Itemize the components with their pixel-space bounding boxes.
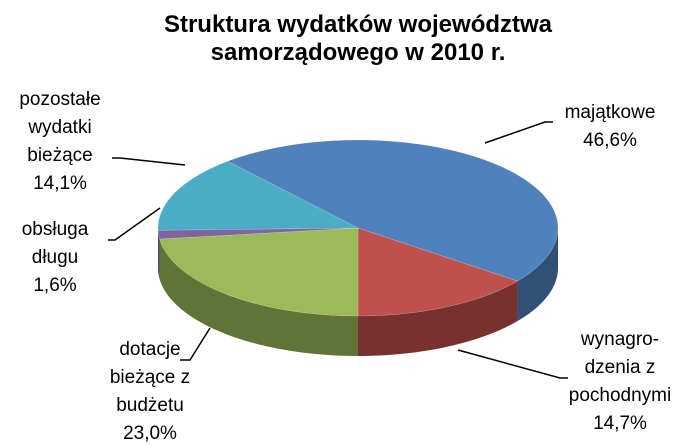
leader-line	[108, 207, 161, 241]
leader-line	[112, 157, 186, 166]
pie-slice	[157, 227, 359, 240]
pie-side	[358, 281, 518, 356]
leader-line	[484, 121, 553, 144]
slice-value-label: 23,0%	[123, 423, 177, 444]
pie-slice	[227, 139, 559, 282]
pie-sides	[158, 228, 558, 356]
pie-slice	[159, 227, 359, 317]
slice-label: dotacje bieżące z budżetu	[110, 339, 190, 416]
chart-title: Struktura wydatków województwa samorządow…	[164, 11, 553, 66]
pie-side	[517, 228, 558, 322]
slice-value-label: 14,7%	[593, 413, 647, 434]
slice-value-label: 46,6%	[583, 130, 637, 151]
slice-label: obsługa długu	[22, 219, 89, 268]
pie-side	[159, 239, 358, 356]
leader-line	[457, 349, 568, 379]
slice-label: wynagro-dzenia z pochodnymi	[569, 329, 671, 406]
slice-value-label: 1,6%	[33, 275, 76, 296]
slice-label: majątkowe	[565, 102, 656, 123]
slice-label: pozostałe wydatki bieżące	[19, 89, 100, 166]
leader-line	[180, 327, 211, 361]
pie-slice	[357, 227, 519, 317]
pie-slice	[157, 160, 359, 231]
slice-value-label: 14,1%	[33, 173, 87, 194]
pie-side	[158, 230, 160, 280]
